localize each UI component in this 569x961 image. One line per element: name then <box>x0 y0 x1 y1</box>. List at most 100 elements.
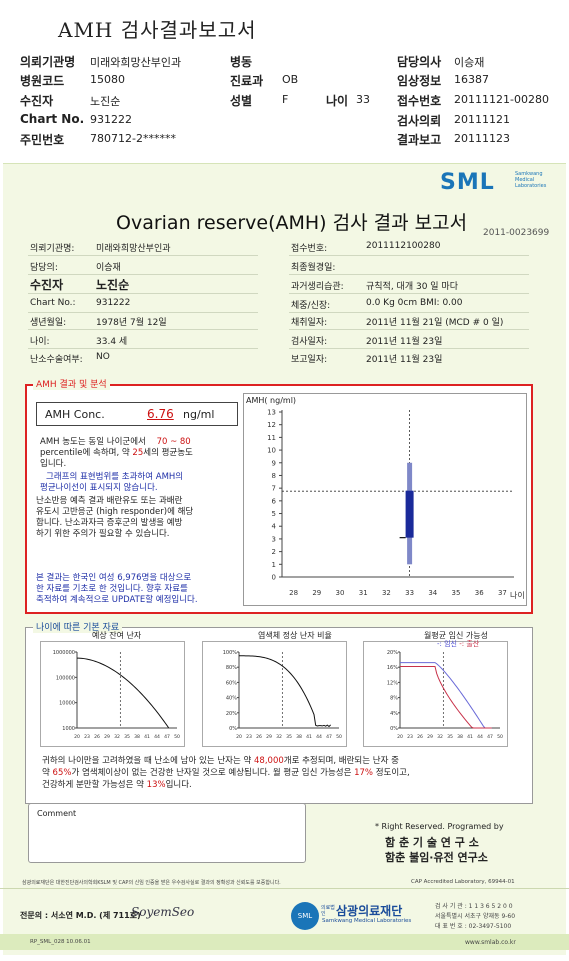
footer-divider <box>0 888 569 889</box>
info-label: 의뢰기관명: <box>30 244 75 254</box>
y-tick-label: 12 <box>267 421 276 429</box>
header-value: 20111121-00280 <box>454 93 549 106</box>
header-label: 담당의사 <box>397 55 442 69</box>
header-label: 결과보고 <box>397 133 442 147</box>
x-tick-label: 47 <box>326 734 332 740</box>
y-tick-label: 20% <box>226 711 237 717</box>
info-divider <box>289 348 529 349</box>
header-label: 나이 <box>326 94 349 108</box>
info-value: 2011년 11월 23일 <box>366 355 443 365</box>
x-tick-label: 38 <box>457 734 463 740</box>
y-tick-label: 0% <box>229 726 237 732</box>
x-tick-label: 20 <box>397 734 403 740</box>
header-label: 임상정보 <box>397 74 442 88</box>
info-divider <box>289 329 529 330</box>
x-tick-label: 41 <box>144 734 150 740</box>
amh-section-label: AMH 결과 및 분석 <box>33 377 110 390</box>
x-tick-label: 47 <box>164 734 170 740</box>
info-divider <box>289 255 529 256</box>
y-tick-label: 60% <box>226 680 237 686</box>
doctor-info: 전문의 : 서소연 M.D. (제 711호) <box>20 911 141 920</box>
y-tick-label: 100% <box>223 650 238 656</box>
report-title: Ovarian reserve(AMH) 검사 결과 보고서 <box>116 212 468 234</box>
header-label: 수진자 <box>20 94 54 108</box>
x-tick-label: 36 <box>475 589 484 597</box>
header-value: 15080 <box>90 73 125 86</box>
info-label: 채취일자: <box>291 318 328 328</box>
info-divider <box>28 348 258 349</box>
remaining-eggs-title: 예상 잔여 난자 <box>92 631 142 640</box>
header-value: 노진순 <box>90 95 121 108</box>
comment-label: Comment <box>37 809 77 818</box>
y-tick-label: 12% <box>387 680 398 686</box>
x-tick-label: 34 <box>428 589 437 597</box>
x-tick-label: 38 <box>134 734 140 740</box>
info-label: 보고일자: <box>291 355 328 365</box>
remaining-eggs-curve <box>76 657 170 729</box>
x-tick-label: 26 <box>256 734 262 740</box>
x-tick-label: 29 <box>266 734 272 740</box>
header-label: 접수번호 <box>397 94 442 108</box>
x-tick-label: 33 <box>405 589 414 597</box>
birth-curve <box>400 665 492 729</box>
info-value: 33.4 세 <box>96 337 128 347</box>
x-tick-label: 35 <box>452 589 461 597</box>
amh-conc-unit: ng/ml <box>183 408 215 421</box>
info-label: 나이: <box>30 337 50 347</box>
website-link[interactable]: www.smlab.co.kr <box>465 939 516 946</box>
doctor-signature: SoyemSeo <box>131 905 195 919</box>
x-tick-label: 20 <box>74 734 80 740</box>
normal-ratio-curve <box>238 655 332 728</box>
header-value: 33 <box>356 93 370 106</box>
amh-paragraph-source: 본 결과는 한국인 여성 6,976명을 대상으로 한 자료를 기초로 한 것입… <box>36 573 198 605</box>
y-tick-label: 40% <box>226 696 237 702</box>
x-tick-label: 32 <box>437 734 443 740</box>
info-label: 접수번호: <box>291 244 328 254</box>
header-value: 16387 <box>454 73 489 86</box>
y-tick-label: 6 <box>272 497 277 505</box>
info-label: 최종월경일: <box>291 263 336 273</box>
info-divider <box>28 274 258 275</box>
rights-line: * Right Reserved. Programed by <box>375 822 504 831</box>
y-tick-label: 1000000 <box>53 650 75 656</box>
contact-phone: 대 표 번 호 : 02-3497-5100 <box>435 923 512 930</box>
org-type: 의료법인 <box>321 905 335 917</box>
y-tick-label: 5 <box>272 510 276 518</box>
x-tick-label: 41 <box>306 734 312 740</box>
y-tick-label: 9 <box>272 459 276 467</box>
comment-box: Comment <box>28 803 306 863</box>
x-tick-label: 31 <box>359 589 368 597</box>
header-label: 의뢰기관명 <box>20 55 76 69</box>
header-value: 미래와희망산부인과 <box>90 56 182 69</box>
amh-conc-label: AMH Conc. <box>45 408 105 421</box>
header-value: F <box>282 93 289 106</box>
x-tick-label: 50 <box>497 734 503 740</box>
x-tick-label: 30 <box>336 589 345 597</box>
footer-strip <box>0 934 569 950</box>
x-tick-label: 23 <box>407 734 413 740</box>
chart-ylabel: AMH( ng/ml) <box>246 396 296 405</box>
monthly-pregnancy-title: 월평균 임신 가능성 <box>424 631 488 640</box>
y-tick-label: 16% <box>387 665 398 671</box>
y-tick-label: 2 <box>272 548 276 556</box>
x-tick-label: 50 <box>174 734 180 740</box>
info-value: 노진순 <box>96 278 130 292</box>
certification-note: 삼광의료재단은 대한진단검사의학회KSLM 및 CAP의 신임 인증을 받은 우… <box>22 880 281 886</box>
info-divider <box>28 329 258 330</box>
x-tick-label: 35 <box>124 734 130 740</box>
x-tick-label: 41 <box>467 734 473 740</box>
y-tick-label: 10 <box>267 447 276 455</box>
org-name-en: Samkwang Medical Laboratories <box>322 918 412 924</box>
lab-name-2: 함춘 불임·유전 연구소 <box>385 851 488 864</box>
y-tick-label: 8% <box>390 696 398 702</box>
amh-paragraph-range: 그래프의 표현범위를 초과하여 AMH의 평균나이선이 표시되지 않습니다. <box>40 472 184 493</box>
y-tick-label: 10000 <box>59 701 75 707</box>
contact-lab: 검 사 기 관 : 1 1 3 6 5 2 0 0 <box>435 903 513 910</box>
x-tick-label: 28 <box>289 589 298 597</box>
x-tick-label: 29 <box>312 589 321 597</box>
x-tick-label: 26 <box>94 734 100 740</box>
x-tick-label: 26 <box>417 734 423 740</box>
info-value: 0.0 Kg 0cm BMI: 0.00 <box>366 298 463 308</box>
y-tick-label: 8 <box>272 472 276 480</box>
header-label: 성별 <box>230 94 253 108</box>
